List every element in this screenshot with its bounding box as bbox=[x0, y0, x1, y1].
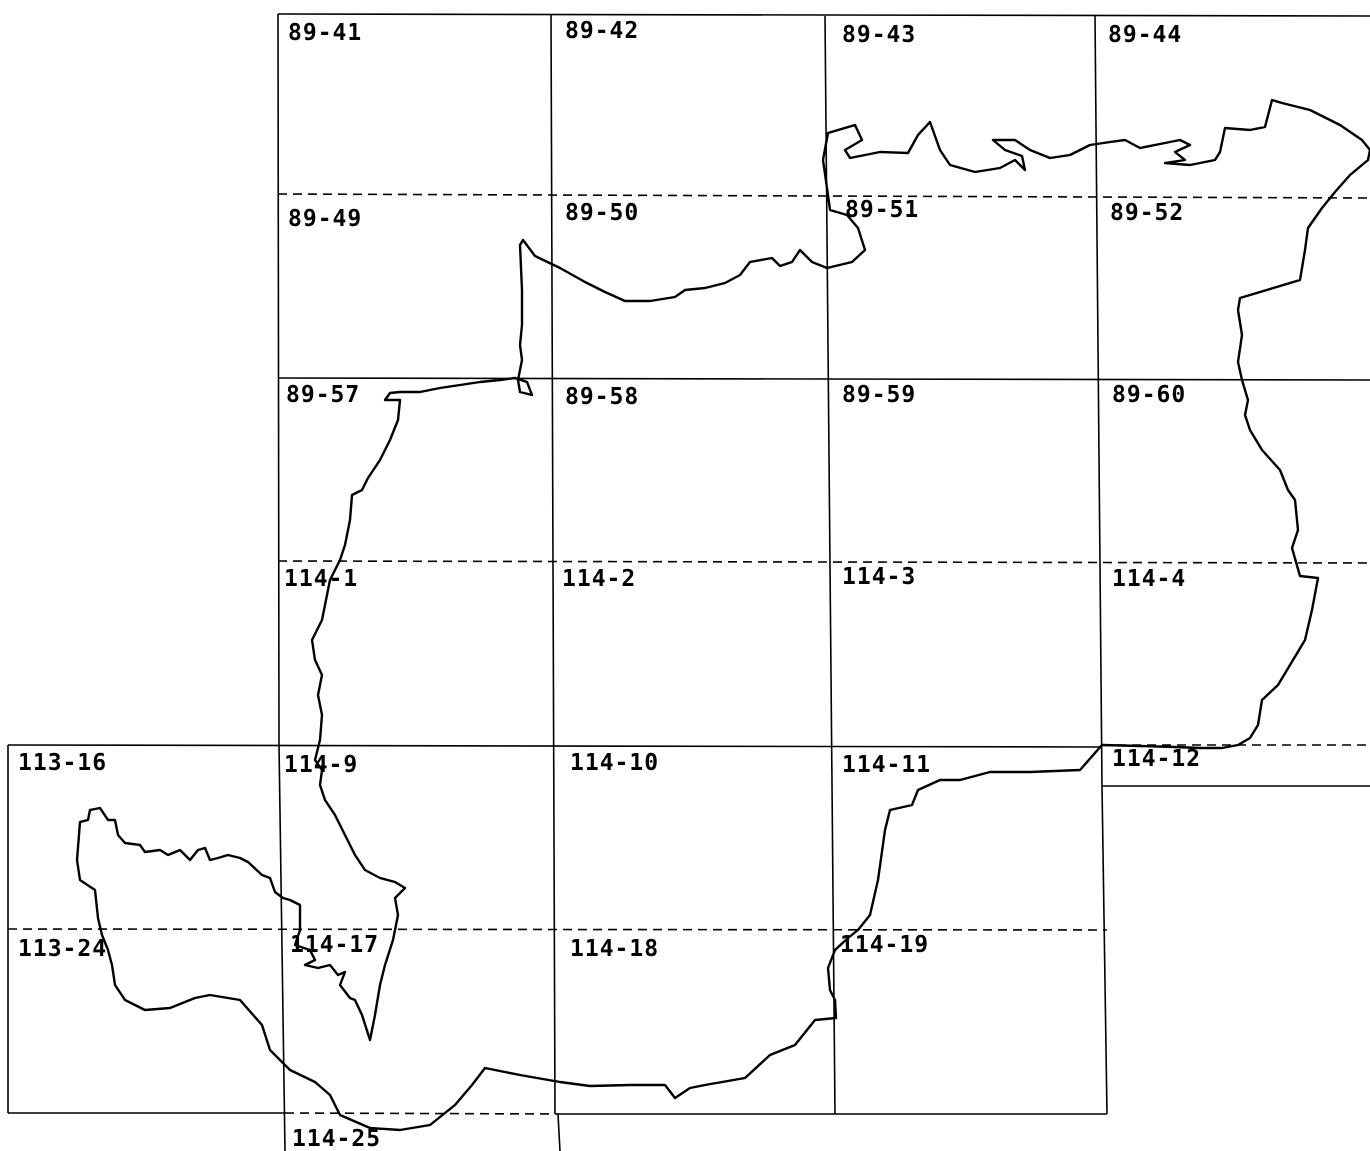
main-boundary bbox=[75, 98, 1370, 1132]
sheet-label: 89-60 bbox=[1112, 382, 1186, 408]
sheet-label: 114-12 bbox=[1112, 746, 1201, 772]
sheet-label: 114-17 bbox=[290, 932, 379, 958]
sheet-label: 114-19 bbox=[840, 932, 929, 958]
sheet-label: 114-18 bbox=[570, 936, 659, 962]
grid-line bbox=[824, 15, 836, 1115]
sheet-label: 113-16 bbox=[18, 750, 107, 776]
sheet-labels: 89-41 89-42 89-43 89-44 89-49 89-50 89-5… bbox=[18, 18, 1201, 1151]
sheet-label: 114-2 bbox=[562, 566, 636, 592]
sheet-label: 89-59 bbox=[842, 382, 916, 408]
sheet-label: 114-9 bbox=[284, 752, 358, 778]
grid-line bbox=[1094, 15, 1103, 787]
sheet-label: 114-25 bbox=[292, 1126, 381, 1151]
sheet-label: 89-41 bbox=[288, 20, 362, 46]
sheet-label: 89-42 bbox=[565, 18, 639, 44]
sheet-label: 89-57 bbox=[286, 382, 360, 408]
sheet-label: 89-58 bbox=[565, 384, 639, 410]
grid-line bbox=[7, 928, 1108, 931]
grid-line bbox=[284, 1112, 561, 1115]
sheet-label: 114-1 bbox=[284, 566, 358, 592]
grid-line bbox=[277, 13, 280, 746]
grid-line bbox=[557, 1113, 561, 1151]
sheet-label: 114-3 bbox=[842, 564, 916, 590]
grid-line bbox=[277, 377, 1370, 381]
sheet-label: 114-11 bbox=[842, 752, 931, 778]
grid-line bbox=[277, 13, 1370, 17]
boundary-lines bbox=[75, 98, 1370, 1132]
sheet-label: 89-51 bbox=[845, 197, 919, 223]
sheet-label: 89-50 bbox=[565, 200, 639, 226]
grid-line bbox=[1101, 785, 1108, 1115]
grid-lines bbox=[7, 13, 1370, 1151]
sheet-label: 114-4 bbox=[1112, 566, 1186, 592]
sheet-label: 114-10 bbox=[570, 750, 659, 776]
grid-line bbox=[277, 560, 1370, 564]
grid-line bbox=[278, 744, 286, 1151]
sheet-label: 89-44 bbox=[1108, 22, 1182, 48]
sheet-label: 113-24 bbox=[18, 936, 107, 962]
grid-line bbox=[550, 13, 556, 1115]
sheet-label: 89-43 bbox=[842, 22, 916, 48]
sheet-label: 89-49 bbox=[288, 206, 362, 232]
sheet-label: 89-52 bbox=[1110, 200, 1184, 226]
grid-line bbox=[277, 193, 1370, 199]
